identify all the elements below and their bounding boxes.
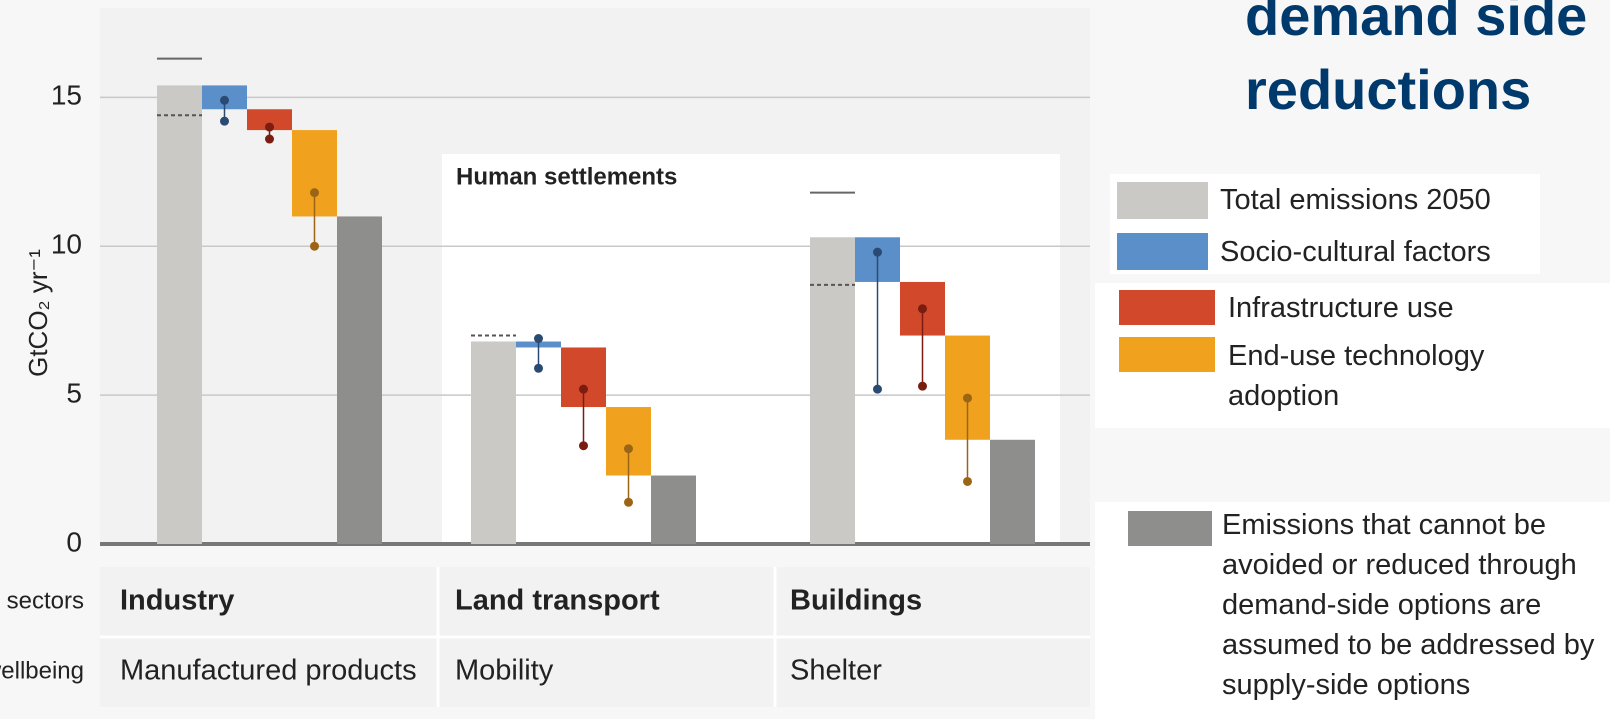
range-dot <box>220 116 229 126</box>
legend-swatch <box>1117 233 1208 270</box>
range-dot <box>310 188 319 198</box>
y-tick-label: 10 <box>51 229 82 260</box>
range-dot <box>534 363 543 373</box>
range-dot <box>963 393 972 403</box>
range-dot <box>873 384 882 394</box>
panel-label: Human settlements <box>456 163 677 190</box>
range-dot <box>624 444 633 454</box>
range-dot <box>265 122 274 132</box>
range-dot <box>534 334 543 344</box>
remaining-bar <box>337 216 382 544</box>
legend-label: End-use technology adoption <box>1228 340 1485 412</box>
total-bar <box>157 85 202 544</box>
remaining-bar <box>990 439 1035 544</box>
legend-swatch <box>1119 337 1215 372</box>
service-label: Mobility <box>455 655 554 687</box>
y-tick-label: 5 <box>66 378 82 409</box>
range-dot <box>265 134 274 144</box>
range-dot <box>579 384 588 394</box>
legend-swatch <box>1119 290 1215 325</box>
service-label: Manufactured products <box>120 655 417 687</box>
range-dot <box>579 441 588 451</box>
total-bar <box>810 237 855 545</box>
y-axis-label: GtCO₂ yr⁻¹ <box>23 249 53 377</box>
sector-label: Industry <box>120 585 234 617</box>
range-dot <box>220 95 229 105</box>
title: demand side <box>1245 0 1588 47</box>
legend-label: Total emissions 2050 <box>1220 184 1491 216</box>
range-dot <box>918 304 927 314</box>
range-dot <box>873 247 882 257</box>
legend-label: Socio-cultural factors <box>1220 236 1491 268</box>
reduction-bar <box>247 109 292 131</box>
legend-swatch <box>1128 511 1212 546</box>
service-label: Shelter <box>790 655 882 687</box>
y-tick-label: 15 <box>51 80 82 111</box>
title: reductions <box>1245 58 1532 121</box>
sector-label: Buildings <box>790 585 922 617</box>
total-bar <box>471 341 516 544</box>
range-dot <box>963 476 972 486</box>
range-dot <box>310 241 319 251</box>
legend-swatch <box>1117 182 1208 219</box>
legend-label: Infrastructure use <box>1228 292 1454 324</box>
remaining-bar <box>651 475 696 544</box>
y-tick-label: 0 <box>66 526 82 557</box>
range-dot <box>918 381 927 391</box>
sector-label: Land transport <box>455 585 660 617</box>
row-label: Services for wellbeing <box>0 657 84 684</box>
row-label: End-use sectors <box>0 587 84 614</box>
range-dot <box>624 497 633 507</box>
legend-label: Emissions that cannot be avoided or redu… <box>1222 509 1595 701</box>
